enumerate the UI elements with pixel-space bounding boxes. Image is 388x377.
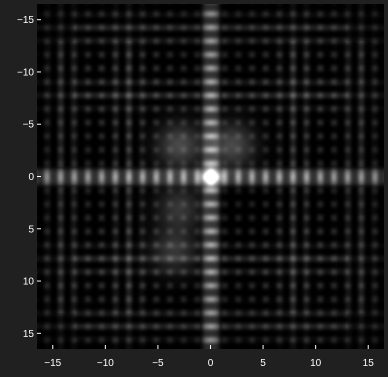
y-tick-label: −5 [23,120,35,131]
x-tick-label: 0 [208,358,214,369]
y-tick-label: 10 [23,277,35,288]
y-tick-label: 15 [23,329,35,340]
y-axis: −15 −10 −5 0 5 10 15 [17,15,41,340]
x-tick-label: 10 [310,358,322,369]
heatmap-image [37,4,384,349]
y-tick-label: 0 [28,172,34,183]
x-tick-label: 15 [363,358,375,369]
x-tick-label: −15 [44,358,61,369]
y-tick-label: 5 [28,224,34,235]
x-tick-label: −5 [152,358,164,369]
x-tick-label: −10 [97,358,114,369]
x-tick-label: 5 [260,358,266,369]
y-tick-label: −15 [17,15,34,26]
y-tick-label: −10 [17,67,34,78]
plot-area [37,4,384,349]
x-axis: −15 −10 −5 0 5 10 15 [44,345,374,369]
